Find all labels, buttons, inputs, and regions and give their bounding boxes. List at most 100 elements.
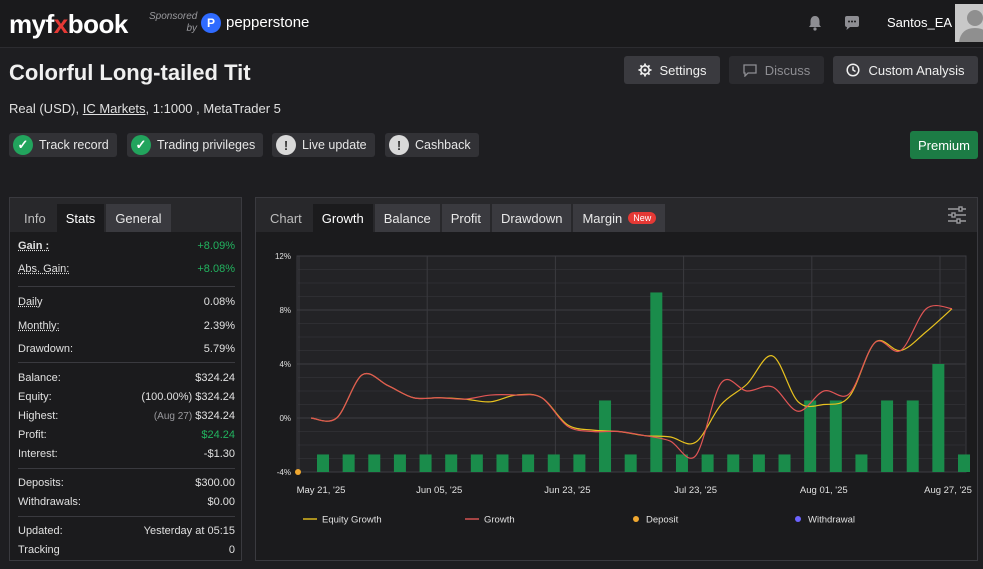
growth-bar	[881, 400, 893, 472]
tab-growth[interactable]: Growth	[313, 204, 373, 232]
tab-info[interactable]: Info	[15, 204, 55, 232]
bell-icon[interactable]	[806, 14, 824, 32]
stat-value: 0	[229, 544, 235, 556]
growth-bar	[727, 454, 739, 472]
broker-link[interactable]: IC Markets	[83, 101, 146, 116]
growth-bar	[650, 292, 662, 472]
stat-label: Updated:	[18, 525, 63, 537]
settings-button[interactable]: Settings	[624, 56, 720, 84]
account-type: Real (USD),	[9, 101, 79, 116]
badge-label: Live update	[302, 138, 367, 152]
cashback-badge[interactable]: ! Cashback	[385, 133, 479, 157]
growth-bar	[830, 400, 842, 472]
stat-withdrawals: Withdrawals: $0.00	[18, 496, 235, 508]
legend-withdrawal: Withdrawal	[808, 515, 855, 526]
new-badge: New	[628, 212, 656, 224]
divider	[18, 468, 235, 469]
growth-chart[interactable]: 12% 8% 4% 0% -4% May 21, '25 Jun 05, '25 Jun 23…	[256, 232, 977, 560]
username[interactable]: Santos_EA	[887, 15, 952, 30]
tab-stats[interactable]: Stats	[57, 204, 105, 232]
stat-label[interactable]: Abs. Gain:	[18, 263, 69, 275]
stat-value: 2.39%	[204, 320, 235, 332]
live-update-badge[interactable]: ! Live update	[272, 133, 375, 157]
y-tick-label: 8%	[279, 306, 291, 315]
stat-label: Equity:	[18, 391, 52, 403]
tab-profit[interactable]: Profit	[442, 204, 490, 232]
legend-equity-growth: Equity Growth	[322, 515, 382, 526]
stat-daily: Daily 0.08%	[18, 296, 235, 308]
tab-chart[interactable]: Chart	[261, 204, 311, 232]
tab-margin-label: Margin	[582, 211, 622, 226]
track-record-badge[interactable]: ✓ Track record	[9, 133, 117, 157]
x-tick-label: Jun 23, '25	[544, 485, 590, 496]
divider	[18, 362, 235, 363]
tab-balance[interactable]: Balance	[375, 204, 440, 232]
discuss-button[interactable]: Discuss	[729, 56, 824, 84]
exclamation-icon: !	[389, 135, 409, 155]
tab-general[interactable]: General	[106, 204, 170, 232]
stat-label[interactable]: Gain :	[18, 240, 49, 252]
equity-percent: (100.00%)	[141, 391, 192, 403]
growth-bar	[394, 454, 406, 472]
growth-bar	[471, 454, 483, 472]
premium-button[interactable]: Premium	[910, 131, 978, 159]
stat-value: 0.08%	[204, 296, 235, 308]
custom-analysis-label: Custom Analysis	[868, 63, 964, 78]
stat-tracking: Tracking 0	[18, 544, 235, 556]
account-leverage-platform: , 1:1000 , MetaTrader 5	[146, 101, 281, 116]
pepperstone-logo-icon[interactable]: P	[201, 13, 221, 33]
stat-label: Drawdown:	[18, 343, 73, 355]
myfxbook-logo[interactable]: myfxbook	[9, 9, 128, 40]
discuss-label: Discuss	[765, 63, 811, 78]
growth-bar	[420, 454, 432, 472]
stat-balance: Balance: $324.24	[18, 372, 235, 384]
chart-panel: Chart Growth Balance Profit Drawdown Mar…	[255, 197, 978, 561]
trading-privileges-badge[interactable]: ✓ Trading privileges	[127, 133, 263, 157]
avatar[interactable]	[955, 4, 983, 42]
check-icon: ✓	[13, 135, 33, 155]
x-tick-label: Aug 01, '25	[800, 485, 848, 496]
page-title: Colorful Long-tailed Tit	[9, 60, 251, 86]
sponsor-name[interactable]: pepperstone	[226, 14, 309, 31]
stat-abs-gain: Abs. Gain: +8.08%	[18, 263, 235, 275]
stat-highest: Highest: (Aug 27) $324.24	[18, 410, 235, 422]
growth-bar	[907, 400, 919, 472]
check-icon: ✓	[131, 135, 151, 155]
stat-value: $0.00	[207, 496, 235, 508]
badge-label: Trading privileges	[157, 138, 255, 152]
stat-label: Highest:	[18, 410, 58, 422]
legend-deposit-marker	[633, 516, 639, 522]
user-avatar-icon	[955, 4, 983, 42]
filter-sliders-icon[interactable]	[947, 206, 967, 224]
growth-bar	[753, 454, 765, 472]
stat-label[interactable]: Daily	[18, 296, 42, 308]
stat-label: Profit:	[18, 429, 47, 441]
y-tick-label: -4%	[277, 468, 291, 477]
tab-margin[interactable]: Margin New	[573, 204, 665, 232]
chat-icon[interactable]	[843, 14, 861, 32]
top-bar: myfxbook Sponsored by P pepperstone Sant…	[0, 0, 983, 48]
growth-bar	[573, 454, 585, 472]
custom-analysis-button[interactable]: Custom Analysis	[833, 56, 978, 84]
stat-label: Tracking	[18, 544, 60, 556]
chart-tabbar: Chart Growth Balance Profit Drawdown Mar…	[256, 198, 977, 232]
x-tick-label: Jun 05, '25	[416, 485, 462, 496]
stat-value: $324.24	[195, 391, 235, 403]
stats-panel: Info Stats General Gain : +8.09% Abs. Gai…	[9, 197, 242, 561]
stat-value: $324.24	[195, 372, 235, 384]
highest-date: (Aug 27)	[154, 411, 192, 422]
stat-value: Yesterday at 05:15	[144, 525, 235, 537]
stat-value: +8.08%	[197, 263, 235, 275]
legend-deposit: Deposit	[646, 515, 679, 526]
tab-drawdown[interactable]: Drawdown	[492, 204, 571, 232]
settings-label: Settings	[660, 63, 707, 78]
exclamation-icon: !	[276, 135, 296, 155]
growth-bar	[702, 454, 714, 472]
stat-label[interactable]: Monthly:	[18, 320, 60, 332]
gear-icon	[638, 63, 652, 77]
y-tick-label: 12%	[275, 252, 291, 261]
legend-withdrawal-marker	[795, 516, 801, 522]
growth-bar	[522, 454, 534, 472]
growth-bar	[958, 454, 970, 472]
growth-bar	[548, 454, 560, 472]
